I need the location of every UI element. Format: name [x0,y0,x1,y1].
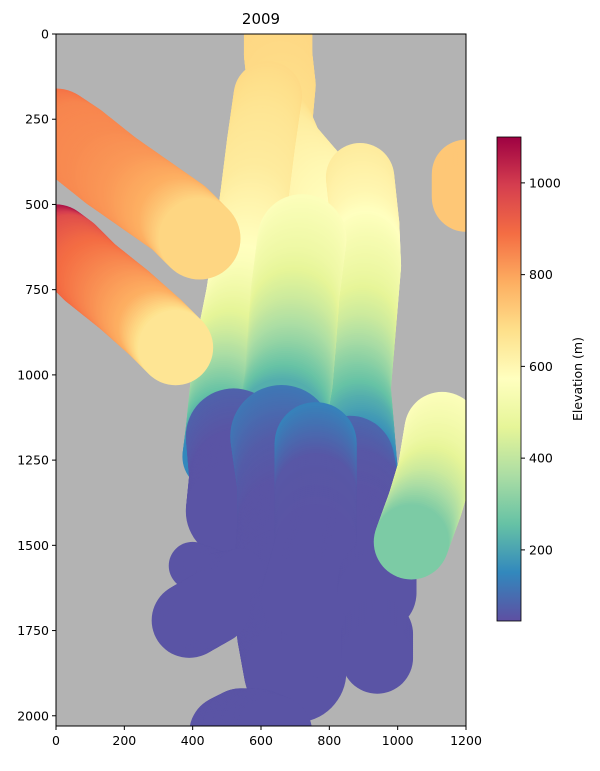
x-tick-label: 800 [317,733,341,748]
x-tick-label: 400 [181,733,205,748]
colorbar-tick-label: 800 [529,267,553,282]
colorbar-tick-label: 600 [529,359,553,374]
swath-west-arm-upper [56,88,241,280]
x-tick-label: 200 [112,733,136,748]
swath-blob-bottom [189,688,312,726]
swath-blob-left-bottom [151,569,251,658]
x-tick-label: 1000 [382,733,414,748]
colorbar-tick-label: 1000 [529,175,561,190]
colorbar-tick-label: 200 [529,542,553,557]
x-tick-label: 600 [249,733,273,748]
y-tick-label: 1500 [17,538,49,553]
elevation-map [56,34,466,726]
colorbar [496,136,522,622]
y-tick-label: 750 [25,282,49,297]
chart-title: 2009 [242,10,280,28]
x-tick-label: 1200 [450,733,482,748]
swath-blob-right-bottom [341,598,414,694]
swath-lower-tongue-fill [261,402,357,638]
y-axis: 0 250 500 750 1000 1250 1500 1750 2000 [17,27,56,723]
swath-west-arm-lower [56,204,214,386]
x-axis: 0 200 400 600 800 1000 1200 [52,726,482,748]
swath-east-tongue [373,391,466,580]
y-tick-label: 500 [25,197,49,212]
swath-east-blob-top [431,139,466,232]
colorbar-axis: 200 400 600 800 1000 [521,175,561,557]
y-tick-label: 1000 [17,367,49,382]
colorbar-label: Elevation (m) [570,337,585,421]
y-tick-label: 250 [25,112,49,127]
y-tick-label: 1750 [17,623,49,638]
y-tick-label: 2000 [17,708,49,723]
y-tick-label: 0 [41,27,49,42]
x-tick-label: 0 [52,733,60,748]
colorbar-tick-label: 400 [529,451,553,466]
y-tick-label: 1250 [17,453,49,468]
